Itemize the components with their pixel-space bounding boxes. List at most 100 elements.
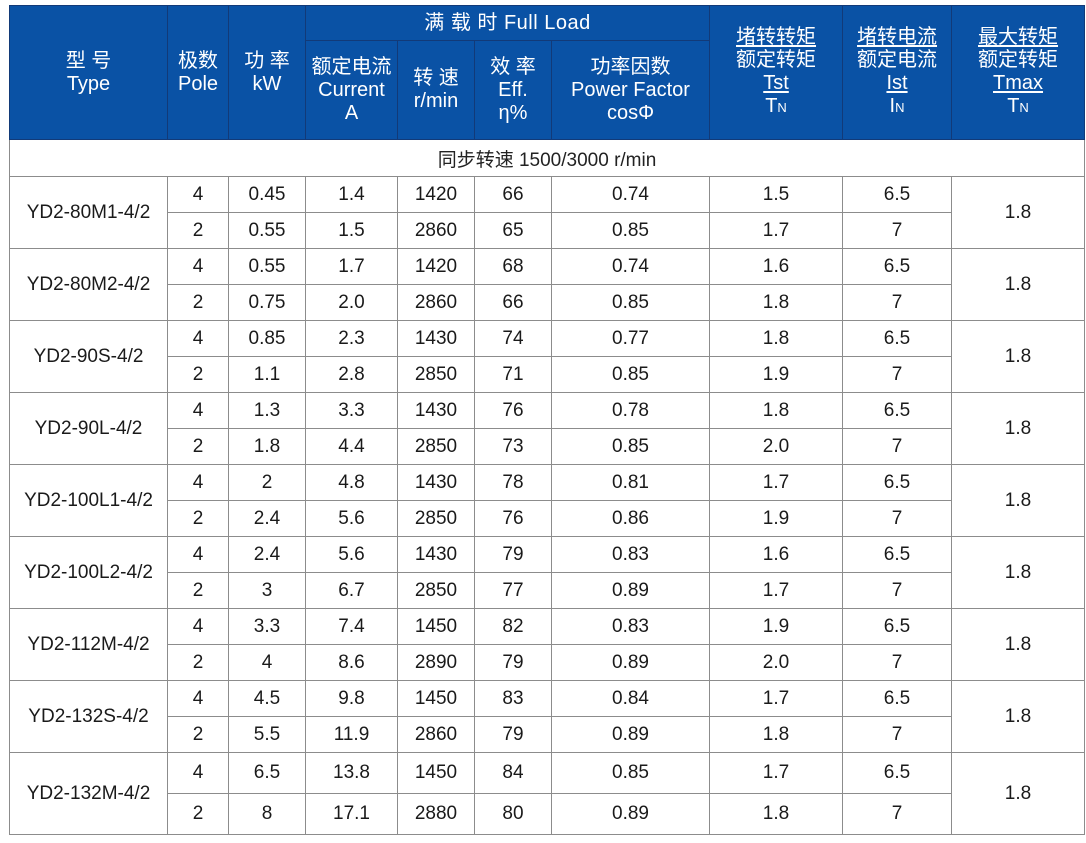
cell-model-type: YD2-90S-4/2 bbox=[9, 320, 168, 393]
cell-efficiency: 77 bbox=[474, 572, 552, 609]
cell-power-factor: 0.85 bbox=[550, 212, 711, 249]
cell-power: 8 bbox=[228, 793, 306, 835]
cell-current: 9.8 bbox=[305, 680, 398, 717]
header-tmax-ratio: 最大转矩 额定转矩 Tmax TN bbox=[951, 5, 1086, 140]
cell-ist-ratio: 7 bbox=[842, 212, 953, 249]
cell-efficiency: 66 bbox=[474, 284, 552, 321]
header-power-en: kW bbox=[252, 72, 282, 95]
table-row: YD2-100L1-4/2 4 2 4.8 1430 78 0.81 1.7 6.5 1.8 bbox=[9, 464, 1086, 537]
cell-tst-ratio: 2.0 bbox=[709, 428, 844, 465]
tst-denominator: TN bbox=[765, 95, 787, 117]
cell-power-factor: 0.84 bbox=[550, 680, 711, 717]
cell-power: 0.85 bbox=[228, 320, 306, 357]
cell-model-type: YD2-80M1-4/2 bbox=[9, 176, 168, 249]
table-row: YD2-80M2-4/2 4 0.55 1.7 1420 68 0.74 1.6 6.5 1.8 bbox=[9, 248, 1086, 321]
cell-ist-ratio: 7 bbox=[842, 793, 953, 835]
cell-current: 4.4 bbox=[305, 428, 398, 465]
cell-model-type: YD2-90L-4/2 bbox=[9, 392, 168, 465]
cell-efficiency: 79 bbox=[474, 716, 552, 753]
cell-speed: 2860 bbox=[397, 212, 475, 249]
table-row: 2 4 8.6 2890 79 0.89 2.0 7 bbox=[10, 644, 1085, 681]
cell-tst-ratio: 1.7 bbox=[709, 464, 844, 501]
cell-power-factor: 0.74 bbox=[550, 176, 711, 213]
cell-pole: 2 bbox=[167, 793, 229, 835]
cell-tst-ratio: 2.0 bbox=[709, 644, 844, 681]
cell-pole: 4 bbox=[167, 320, 229, 357]
cell-ist-ratio: 6.5 bbox=[842, 464, 953, 501]
cell-current: 6.7 bbox=[305, 572, 398, 609]
cell-power-factor: 0.89 bbox=[550, 572, 711, 609]
header-pole-en: Pole bbox=[177, 72, 219, 95]
cell-power: 0.75 bbox=[228, 284, 306, 321]
cell-pole: 2 bbox=[167, 356, 229, 393]
ist-numerator-zh: 堵转电流 bbox=[857, 26, 938, 48]
cell-tst-ratio: 1.8 bbox=[709, 716, 844, 753]
cell-power-factor: 0.89 bbox=[550, 644, 711, 681]
cell-tst-ratio: 1.7 bbox=[709, 212, 844, 249]
header-current-en: Current bbox=[318, 78, 385, 101]
cell-efficiency: 79 bbox=[474, 644, 552, 681]
cell-power-factor: 0.83 bbox=[550, 608, 711, 645]
cell-power: 4.5 bbox=[228, 680, 306, 717]
cell-efficiency: 66 bbox=[474, 176, 552, 213]
table-header: 型 号 Type 极数 Pole 功 率 kW 满 载 时 Full Load … bbox=[9, 5, 1086, 140]
cell-ist-ratio: 7 bbox=[842, 572, 953, 609]
cell-ist-ratio: 6.5 bbox=[842, 320, 953, 357]
header-speed-zh: 转 速 bbox=[413, 67, 459, 89]
cell-efficiency: 71 bbox=[474, 356, 552, 393]
cell-efficiency: 84 bbox=[474, 752, 552, 794]
cell-tmax-ratio: 1.8 bbox=[951, 320, 1086, 393]
cell-speed: 2850 bbox=[397, 572, 475, 609]
cell-model-type: YD2-80M2-4/2 bbox=[9, 248, 168, 321]
cell-efficiency: 73 bbox=[474, 428, 552, 465]
cell-efficiency: 80 bbox=[474, 793, 552, 835]
cell-tmax-ratio: 1.8 bbox=[951, 248, 1086, 321]
cell-pole: 4 bbox=[167, 536, 229, 573]
cell-ist-ratio: 7 bbox=[842, 716, 953, 753]
cell-ist-ratio: 7 bbox=[842, 644, 953, 681]
cell-power-factor: 0.85 bbox=[550, 752, 711, 794]
header-eff-zh: 效 率 bbox=[490, 55, 536, 78]
cell-power: 3.3 bbox=[228, 608, 306, 645]
cell-current: 2.0 bbox=[305, 284, 398, 321]
cell-tst-ratio: 1.8 bbox=[709, 392, 844, 429]
header-pf-unit: cosΦ bbox=[606, 101, 655, 124]
cell-efficiency: 79 bbox=[474, 536, 552, 573]
cell-tst-ratio: 1.7 bbox=[709, 752, 844, 794]
cell-tst-ratio: 1.9 bbox=[709, 356, 844, 393]
cell-current: 7.4 bbox=[305, 608, 398, 645]
cell-tst-ratio: 1.6 bbox=[709, 248, 844, 285]
header-power-factor: 功率因数 Power Factor cosΦ bbox=[550, 40, 711, 140]
cell-tst-ratio: 1.5 bbox=[709, 176, 844, 213]
cell-pole: 2 bbox=[167, 644, 229, 681]
cell-model-type: YD2-100L2-4/2 bbox=[9, 536, 168, 609]
cell-ist-ratio: 7 bbox=[842, 356, 953, 393]
cell-efficiency: 68 bbox=[474, 248, 552, 285]
cell-ist-ratio: 6.5 bbox=[842, 752, 953, 794]
cell-model-type: YD2-100L1-4/2 bbox=[9, 464, 168, 537]
cell-ist-ratio: 6.5 bbox=[842, 392, 953, 429]
tmax-denominator: TN bbox=[1007, 95, 1029, 117]
header-pole-zh: 极数 bbox=[178, 49, 218, 72]
cell-efficiency: 82 bbox=[474, 608, 552, 645]
cell-efficiency: 65 bbox=[474, 212, 552, 249]
tmax-numerator: Tmax bbox=[993, 72, 1044, 94]
cell-pole: 4 bbox=[167, 248, 229, 285]
cell-pole: 4 bbox=[167, 680, 229, 717]
cell-pole: 4 bbox=[167, 176, 229, 213]
cell-pole: 4 bbox=[167, 464, 229, 501]
cell-speed: 1450 bbox=[397, 752, 475, 794]
cell-power: 1.3 bbox=[228, 392, 306, 429]
header-full-load: 满 载 时 Full Load bbox=[304, 5, 711, 41]
cell-tmax-ratio: 1.8 bbox=[951, 752, 1086, 835]
table-row: YD2-90S-4/2 4 0.85 2.3 1430 74 0.77 1.8 6.5 1.8 bbox=[9, 320, 1086, 393]
table-row: YD2-90L-4/2 4 1.3 3.3 1430 76 0.78 1.8 6.5 1.8 bbox=[9, 392, 1086, 465]
cell-speed: 2850 bbox=[397, 428, 475, 465]
cell-tst-ratio: 1.7 bbox=[709, 572, 844, 609]
header-pf-zh: 功率因数 bbox=[590, 55, 671, 78]
cell-tst-ratio: 1.7 bbox=[709, 680, 844, 717]
header-current: 额定电流 Current A bbox=[305, 40, 398, 140]
cell-efficiency: 76 bbox=[474, 392, 552, 429]
cell-speed: 1430 bbox=[397, 464, 475, 501]
cell-efficiency: 74 bbox=[474, 320, 552, 357]
